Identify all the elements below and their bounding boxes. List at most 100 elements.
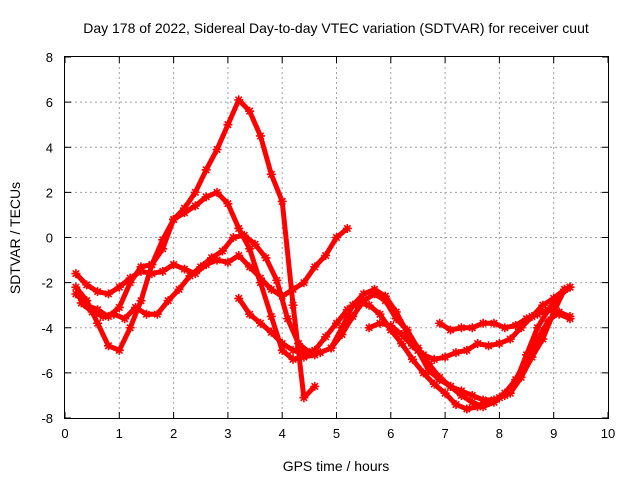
data-point bbox=[397, 339, 407, 349]
data-point bbox=[332, 233, 341, 242]
data-point bbox=[245, 262, 255, 272]
data-point bbox=[223, 199, 233, 209]
data-point bbox=[500, 323, 510, 333]
x-axis-label: GPS time / hours bbox=[283, 458, 390, 474]
data-point bbox=[337, 330, 347, 340]
data-point bbox=[114, 302, 124, 312]
y-axis-label: SDTVAR / TECUs bbox=[7, 182, 23, 294]
data-point bbox=[131, 302, 141, 312]
x-tick-label: 0 bbox=[61, 426, 68, 441]
data-point bbox=[277, 339, 287, 349]
data-point bbox=[467, 397, 477, 407]
data-point bbox=[397, 330, 407, 340]
data-point bbox=[342, 223, 352, 233]
data-point bbox=[147, 260, 157, 270]
data-point bbox=[277, 196, 287, 206]
data-point bbox=[255, 318, 265, 328]
data-point bbox=[82, 280, 92, 290]
data-point bbox=[456, 386, 466, 396]
data-point bbox=[103, 289, 113, 299]
plot-frame bbox=[64, 56, 609, 419]
data-point bbox=[179, 208, 189, 218]
data-point bbox=[190, 201, 200, 211]
data-point bbox=[473, 402, 483, 412]
series-line-track-5 bbox=[236, 286, 568, 412]
data-point bbox=[370, 289, 380, 299]
y-tick-label: -4 bbox=[41, 321, 53, 336]
data-point bbox=[484, 341, 494, 351]
x-tick-label: 3 bbox=[224, 426, 231, 441]
data-point bbox=[125, 278, 135, 288]
x-tick-label: 2 bbox=[170, 426, 177, 441]
data-point bbox=[103, 341, 113, 351]
data-point bbox=[332, 318, 341, 328]
data-point bbox=[516, 323, 526, 333]
x-tick-label: 6 bbox=[387, 426, 394, 441]
data-point bbox=[120, 314, 130, 324]
data-point bbox=[538, 300, 548, 310]
x-tick-label: 8 bbox=[496, 426, 503, 441]
data-point bbox=[245, 244, 255, 254]
data-point bbox=[136, 266, 146, 276]
data-point bbox=[500, 390, 510, 400]
x-tick-label: 9 bbox=[550, 426, 557, 441]
data-point bbox=[467, 323, 477, 333]
data-point bbox=[494, 339, 504, 349]
data-point bbox=[158, 244, 168, 254]
data-point bbox=[386, 325, 396, 335]
data-point bbox=[288, 354, 298, 364]
data-point bbox=[245, 309, 255, 319]
data-point bbox=[71, 269, 81, 279]
data-point bbox=[136, 296, 146, 306]
data-point bbox=[98, 311, 108, 321]
data-point bbox=[467, 390, 477, 400]
data-point bbox=[462, 345, 472, 355]
data-point bbox=[359, 289, 369, 299]
data-point bbox=[255, 131, 265, 141]
data-point bbox=[261, 253, 271, 263]
data-point bbox=[348, 300, 358, 310]
data-point bbox=[223, 257, 233, 267]
grid-lines bbox=[65, 57, 608, 418]
data-point bbox=[505, 388, 515, 398]
data-point bbox=[76, 298, 86, 308]
data-point bbox=[152, 309, 162, 319]
data-point bbox=[234, 95, 244, 105]
chart-title: Day 178 of 2022, Sidereal Day-to-day VTE… bbox=[83, 20, 589, 36]
x-tick-label: 5 bbox=[333, 426, 340, 441]
data-point bbox=[250, 239, 260, 249]
data-point bbox=[255, 273, 265, 283]
data-point bbox=[310, 345, 320, 355]
data-point bbox=[288, 300, 298, 310]
data-point bbox=[234, 251, 244, 261]
data-point bbox=[554, 309, 564, 319]
data-point bbox=[451, 348, 461, 358]
data-point bbox=[212, 187, 222, 197]
x-tick-label: 10 bbox=[601, 426, 615, 441]
y-axis-ticks: -8 -6 -4 -2 0 2 4 6 8 bbox=[41, 50, 608, 426]
data-point bbox=[516, 372, 526, 382]
data-point bbox=[456, 323, 466, 333]
data-point bbox=[565, 314, 575, 324]
data-point bbox=[299, 278, 309, 288]
data-point bbox=[380, 291, 390, 301]
data-point bbox=[418, 350, 428, 360]
data-point bbox=[435, 375, 445, 385]
data-point bbox=[217, 246, 227, 256]
data-point bbox=[169, 214, 179, 224]
x-tick-label: 7 bbox=[441, 426, 448, 441]
data-point bbox=[71, 289, 81, 299]
data-point bbox=[348, 311, 358, 321]
data-point bbox=[310, 381, 320, 391]
y-tick-label: 0 bbox=[46, 231, 53, 246]
data-point bbox=[201, 192, 211, 202]
data-point bbox=[321, 251, 331, 261]
data-point bbox=[440, 388, 450, 398]
data-point bbox=[511, 320, 521, 330]
data-point bbox=[391, 314, 401, 324]
data-point bbox=[93, 287, 103, 297]
data-point bbox=[163, 296, 173, 306]
data-point bbox=[342, 305, 352, 315]
data-point bbox=[299, 393, 309, 403]
data-point bbox=[370, 284, 380, 294]
